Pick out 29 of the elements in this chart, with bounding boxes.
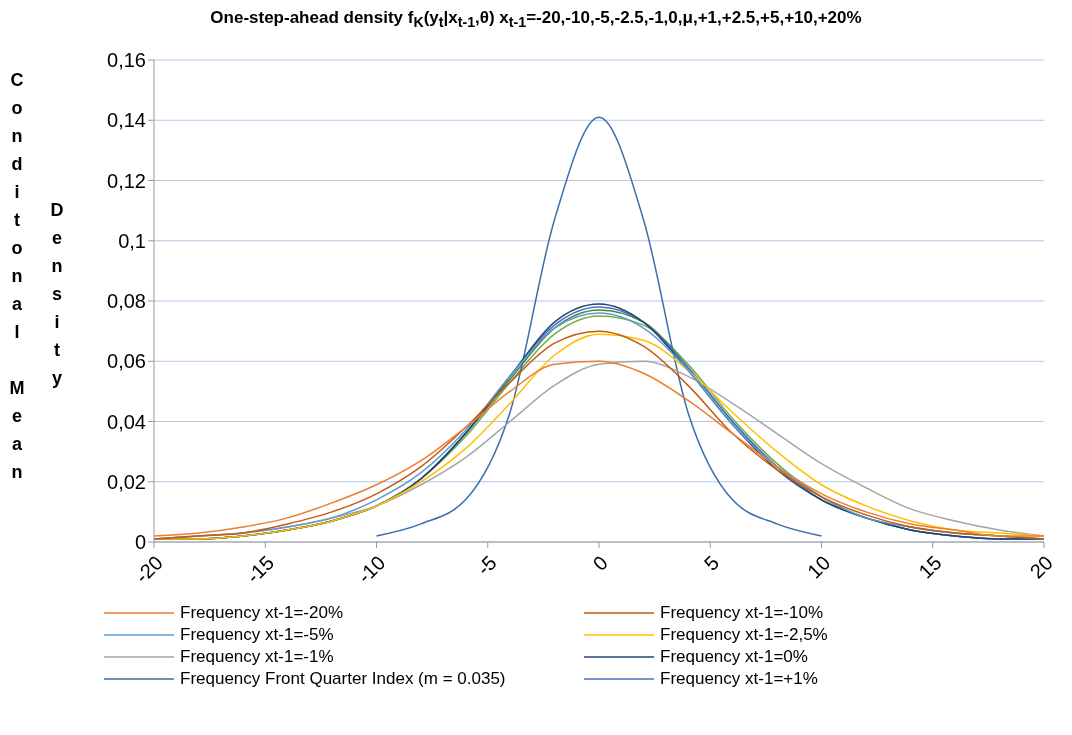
x-tick-label: 20 <box>1025 551 1057 583</box>
y-tick-label: 0,16 <box>107 49 146 72</box>
x-tick-label: 0 <box>588 551 612 576</box>
text: Conditonal Mean <box>7 70 27 491</box>
legend-label: Frequency xt-1=-10% <box>660 602 823 625</box>
y-axis-title: Density <box>47 200 67 397</box>
legend-label: Frequency xt-1=-2,5% <box>660 624 828 647</box>
legend-label: Frequency xt-1=-1% <box>180 646 334 669</box>
y-tick-label: 0,06 <box>107 350 146 373</box>
legend-label: Frequency xt-1=-5% <box>180 624 334 647</box>
legend-label: Frequency Front Quarter Index (m = 0.035) <box>180 668 506 691</box>
y-tick-label: 0,12 <box>107 169 146 192</box>
y-tick-label: 0,14 <box>107 109 146 132</box>
x-tick-label: -15 <box>242 551 279 588</box>
legend-label: Frequency xt-1=0% <box>660 646 808 669</box>
x-tick-label: -10 <box>353 551 390 588</box>
legend-label: Frequency xt-1=+1% <box>660 668 818 691</box>
x-tick-label: -20 <box>130 551 167 588</box>
x-tick-label: 10 <box>803 551 835 583</box>
x-tick-label: -5 <box>472 551 501 580</box>
y-tick-label: 0,08 <box>107 290 146 313</box>
y-tick-label: 0,02 <box>107 471 146 494</box>
x-tick-label: 5 <box>699 551 724 576</box>
y-tick-label: 0 <box>134 531 146 554</box>
y-tick-label: 0,04 <box>107 410 146 433</box>
y-tick-label: 0,1 <box>118 230 146 253</box>
legend-label: Frequency xt-1=-20% <box>180 602 343 625</box>
chart-title: One-step-ahead density f$_{K}$(y$_{t}$|x$_{t-1}$,θ) x$_{t-1}$=-20,-10,-5,-2.5,-1,0,μ,+1,+2.5,+5,+10,+20% <box>210 8 862 31</box>
x-tick-label: 15 <box>914 551 946 583</box>
